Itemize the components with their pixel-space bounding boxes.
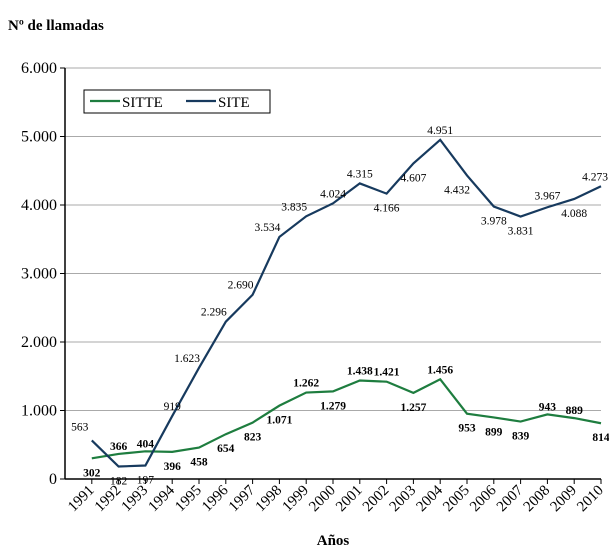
data-label: 654 <box>217 443 235 455</box>
data-label: 1.071 <box>266 415 292 427</box>
x-tick-label: 2010 <box>574 483 607 516</box>
data-label: 4.607 <box>400 172 426 184</box>
y-tick-label: 0 <box>49 471 57 488</box>
legend-box <box>83 89 271 114</box>
x-tick-label: 2007 <box>494 482 527 515</box>
data-label: 1.262 <box>293 378 319 390</box>
data-label: 2.690 <box>228 280 254 292</box>
data-label: 1.438 <box>347 365 373 377</box>
data-label: 1.421 <box>374 367 400 379</box>
x-tick-label: 2008 <box>521 483 554 516</box>
data-label: 1.623 <box>174 353 200 365</box>
x-tick-label: 2000 <box>306 483 339 516</box>
data-label: 4.024 <box>320 188 346 200</box>
y-tick-label: 4.000 <box>21 197 57 214</box>
data-label: 3.835 <box>281 201 307 213</box>
x-tick-label: 1994 <box>146 482 179 515</box>
line-series <box>91 138 602 468</box>
data-label: 889 <box>566 405 584 417</box>
data-label: 953 <box>458 423 476 435</box>
data-label: 4.951 <box>427 125 453 137</box>
data-label: 4.432 <box>444 184 470 196</box>
x-tick-label: 2005 <box>440 483 473 516</box>
x-tick-label: 1999 <box>280 483 313 516</box>
legend-label: SITE <box>218 95 250 111</box>
data-label: 4.088 <box>561 208 587 220</box>
data-label: 943 <box>539 401 557 413</box>
data-label: 814 <box>592 432 609 444</box>
data-label: 899 <box>485 426 503 438</box>
x-tick-label: 2002 <box>360 483 393 516</box>
x-tick-label: 1995 <box>172 483 205 516</box>
data-label: 1.279 <box>320 400 346 412</box>
data-label: 2.296 <box>201 307 227 319</box>
x-tick-label: 1998 <box>253 483 286 516</box>
data-label: 404 <box>137 438 155 450</box>
data-label: 3.831 <box>508 226 534 238</box>
data-label: 458 <box>190 457 208 469</box>
y-tick-label: 3.000 <box>21 266 57 283</box>
data-label: 302 <box>83 467 101 479</box>
x-tick-label: 2001 <box>333 483 366 516</box>
data-label: 182 <box>110 476 128 488</box>
y-tick-label: 2.000 <box>21 334 57 351</box>
x-tick-label: 1997 <box>226 482 259 515</box>
data-label: 3.534 <box>254 222 280 234</box>
x-tick-label: 2003 <box>387 483 420 516</box>
data-label: 3.978 <box>481 216 507 228</box>
data-label: 3.967 <box>534 190 560 202</box>
data-label: 1.456 <box>427 364 453 376</box>
data-label: 1.257 <box>400 402 426 414</box>
x-tick-label: 2004 <box>414 482 447 515</box>
data-label: 563 <box>71 421 89 433</box>
data-label: 919 <box>164 401 182 413</box>
x-axis-title: Años <box>317 533 350 549</box>
y-tick-label: 6.000 <box>21 60 57 77</box>
x-tick-label: 2009 <box>548 483 581 516</box>
data-label: 4.166 <box>374 203 400 215</box>
legend-label: SITTE <box>122 95 163 111</box>
data-label: 839 <box>512 431 530 443</box>
line-series <box>91 377 602 460</box>
data-label: 366 <box>110 441 128 453</box>
data-label: 4.315 <box>347 168 373 180</box>
data-label: 396 <box>164 461 182 473</box>
data-label: 823 <box>244 432 262 444</box>
x-tick-label: 1996 <box>199 482 232 515</box>
y-tick-label: 1.000 <box>21 403 57 420</box>
data-label: 197 <box>137 475 155 487</box>
x-tick-label: 2006 <box>467 482 500 515</box>
data-label: 4.273 <box>582 171 608 183</box>
chart-title: Nº de llamadas <box>8 18 104 34</box>
x-tick-label: 1991 <box>65 483 98 516</box>
y-tick-label: 5.000 <box>21 129 57 146</box>
